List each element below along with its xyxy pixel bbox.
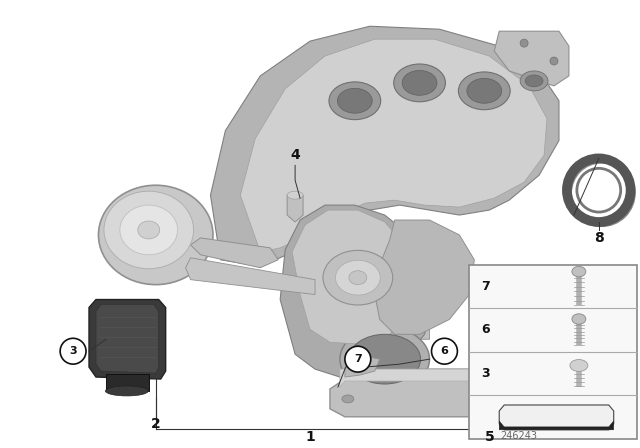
Text: 4: 4: [290, 148, 300, 163]
Ellipse shape: [572, 314, 586, 324]
Ellipse shape: [99, 185, 213, 284]
Text: 1: 1: [305, 430, 315, 444]
Ellipse shape: [104, 191, 193, 269]
Ellipse shape: [525, 75, 543, 87]
Polygon shape: [89, 300, 166, 379]
Text: 6: 6: [481, 323, 490, 336]
Polygon shape: [96, 305, 159, 373]
Ellipse shape: [106, 386, 148, 396]
Polygon shape: [186, 258, 315, 294]
Ellipse shape: [520, 71, 548, 91]
Ellipse shape: [349, 271, 367, 284]
Text: 3: 3: [481, 367, 490, 380]
Ellipse shape: [572, 267, 586, 277]
Ellipse shape: [329, 82, 381, 120]
Circle shape: [520, 39, 528, 47]
Polygon shape: [469, 265, 637, 439]
Text: 5: 5: [484, 430, 494, 444]
Polygon shape: [345, 357, 380, 377]
Text: 6: 6: [440, 346, 449, 356]
Polygon shape: [499, 405, 614, 430]
Text: 2: 2: [151, 417, 161, 431]
Polygon shape: [287, 195, 303, 222]
Text: 7: 7: [481, 280, 490, 293]
Ellipse shape: [402, 70, 437, 95]
Ellipse shape: [323, 250, 393, 305]
Ellipse shape: [340, 327, 429, 392]
Polygon shape: [191, 238, 278, 268]
Ellipse shape: [498, 395, 510, 403]
Text: 7: 7: [354, 354, 362, 364]
Text: 8: 8: [594, 231, 604, 245]
Polygon shape: [292, 210, 415, 344]
Ellipse shape: [138, 221, 160, 239]
Ellipse shape: [120, 205, 178, 255]
Polygon shape: [340, 369, 514, 394]
Text: 3: 3: [69, 346, 77, 356]
Polygon shape: [330, 369, 519, 417]
Ellipse shape: [394, 64, 445, 102]
Polygon shape: [280, 205, 435, 377]
Ellipse shape: [349, 334, 420, 384]
Circle shape: [431, 338, 458, 364]
Polygon shape: [106, 374, 148, 391]
Polygon shape: [494, 31, 569, 86]
Text: 246243: 246243: [500, 431, 538, 441]
Circle shape: [345, 346, 371, 372]
Ellipse shape: [342, 395, 354, 403]
Polygon shape: [241, 39, 547, 252]
Polygon shape: [499, 421, 614, 430]
Ellipse shape: [458, 72, 510, 110]
Ellipse shape: [467, 78, 502, 103]
Ellipse shape: [287, 191, 303, 199]
Polygon shape: [375, 220, 474, 334]
Ellipse shape: [337, 88, 372, 113]
Circle shape: [60, 338, 86, 364]
Circle shape: [550, 57, 558, 65]
Ellipse shape: [570, 360, 588, 371]
Polygon shape: [340, 284, 429, 339]
Polygon shape: [211, 26, 559, 265]
Ellipse shape: [335, 260, 380, 295]
